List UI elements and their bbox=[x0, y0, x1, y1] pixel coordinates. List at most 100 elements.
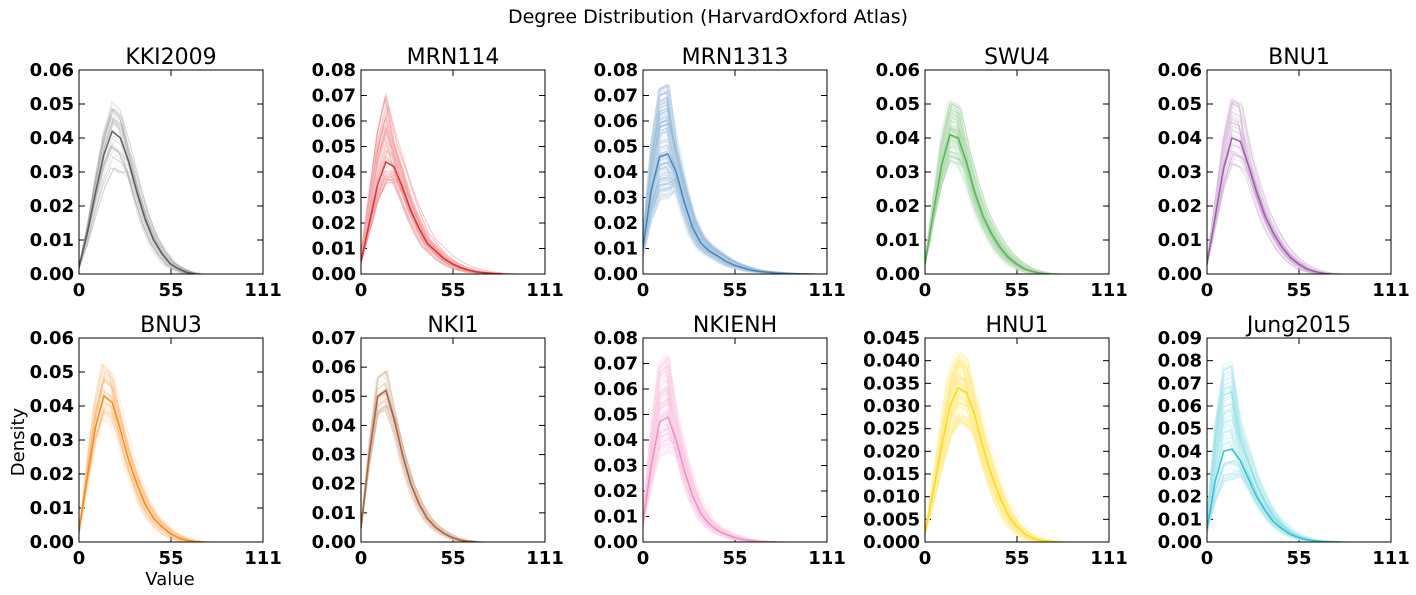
density-curve bbox=[925, 117, 1055, 274]
density-curve bbox=[643, 138, 823, 274]
density-curve bbox=[361, 404, 476, 542]
density-curve bbox=[79, 377, 202, 542]
density-curve bbox=[361, 391, 480, 542]
density-curve bbox=[925, 150, 1045, 274]
density-curve bbox=[925, 404, 1066, 542]
density-curve bbox=[925, 389, 1062, 542]
density-curve bbox=[361, 170, 498, 274]
density-curve bbox=[925, 405, 1054, 542]
density-curve bbox=[1207, 435, 1334, 542]
curves-nkienh bbox=[643, 354, 789, 542]
density-curve bbox=[643, 367, 782, 542]
density-curve bbox=[925, 402, 1063, 542]
density-curve bbox=[925, 132, 1057, 274]
density-curve bbox=[925, 419, 1054, 542]
panel-title-swu4: SWU4 bbox=[984, 45, 1050, 70]
density-curve bbox=[925, 127, 1040, 274]
density-curve bbox=[643, 389, 784, 542]
density-curve bbox=[925, 401, 1056, 542]
density-curve bbox=[361, 124, 492, 274]
density-curve bbox=[79, 365, 204, 542]
density-curve bbox=[361, 181, 499, 274]
density-curve bbox=[79, 412, 200, 542]
density-curve bbox=[925, 126, 1054, 274]
density-curve bbox=[925, 390, 1064, 542]
density-curve bbox=[925, 366, 1052, 542]
density-curve bbox=[643, 156, 799, 274]
x-tick-label: 111 bbox=[244, 548, 282, 569]
y-tick-label: 0.020 bbox=[863, 441, 920, 462]
density-curve bbox=[643, 431, 784, 542]
y-tick-label: 0.04 bbox=[594, 430, 638, 451]
density-curve bbox=[1207, 365, 1340, 542]
density-curve bbox=[643, 161, 796, 274]
density-curve bbox=[925, 352, 1065, 542]
y-tick-label: 0.07 bbox=[1158, 373, 1202, 394]
density-curve bbox=[1207, 118, 1326, 274]
x-tick-label: 55 bbox=[440, 280, 465, 301]
density-curve bbox=[79, 363, 194, 542]
density-curve bbox=[361, 396, 472, 542]
y-tick-label: 0.08 bbox=[594, 60, 638, 81]
density-curve bbox=[79, 380, 205, 542]
density-curve bbox=[79, 407, 202, 542]
density-curve bbox=[1207, 417, 1347, 542]
density-curve bbox=[925, 158, 1045, 274]
panel-title-mrn114: MRN114 bbox=[407, 45, 500, 70]
y-tick-label: 0.03 bbox=[594, 188, 638, 209]
density-curve bbox=[79, 167, 204, 274]
density-curve bbox=[925, 161, 1049, 274]
density-curve bbox=[925, 376, 1054, 542]
density-curve bbox=[925, 389, 1064, 542]
density-curve bbox=[925, 363, 1061, 542]
y-tick-label: 0.07 bbox=[312, 328, 356, 349]
density-curve bbox=[643, 393, 786, 542]
density-curve bbox=[643, 363, 783, 542]
density-curve bbox=[925, 414, 1053, 542]
x-tick-label: 111 bbox=[808, 280, 846, 301]
density-curve bbox=[79, 394, 192, 542]
x-tick-label: 55 bbox=[1004, 280, 1029, 301]
density-curve bbox=[925, 352, 1058, 542]
density-curve bbox=[643, 426, 769, 542]
density-curve bbox=[79, 386, 211, 542]
density-curve bbox=[925, 140, 1046, 274]
density-curve bbox=[643, 385, 769, 542]
density-curve bbox=[925, 112, 1052, 274]
axes-frame bbox=[1206, 337, 1392, 543]
panel-title-hnu1: HNU1 bbox=[985, 313, 1048, 338]
y-tick-label: 0.04 bbox=[30, 128, 74, 149]
density-curve bbox=[925, 421, 1053, 542]
density-curve bbox=[925, 115, 1053, 274]
density-curve bbox=[925, 132, 1062, 274]
density-curve bbox=[1207, 461, 1329, 542]
density-curve bbox=[79, 372, 191, 542]
density-curve bbox=[643, 116, 821, 274]
density-curve bbox=[925, 360, 1059, 542]
density-curve bbox=[925, 358, 1060, 542]
density-curve bbox=[79, 153, 202, 274]
density-curve bbox=[1207, 445, 1331, 542]
density-curve bbox=[925, 388, 1048, 542]
density-curve bbox=[643, 167, 798, 274]
y-tick-label: 0.08 bbox=[1158, 351, 1202, 372]
density-curve bbox=[1207, 152, 1327, 274]
y-tick-label: 0.00 bbox=[594, 532, 638, 553]
y-tick-label: 0.06 bbox=[876, 60, 920, 81]
x-tick-label: 0 bbox=[1201, 548, 1214, 569]
x-axis-label: Value bbox=[145, 569, 194, 590]
y-tick-label: 0.04 bbox=[312, 162, 356, 183]
y-tick-label: 0.08 bbox=[312, 60, 356, 81]
x-tick-label: 55 bbox=[1004, 548, 1029, 569]
density-curve bbox=[361, 171, 511, 274]
y-tick-label: 0.03 bbox=[594, 456, 638, 477]
density-curve bbox=[79, 108, 198, 274]
density-curve bbox=[643, 130, 818, 274]
density-curve bbox=[643, 186, 795, 274]
density-curve bbox=[925, 391, 1067, 542]
density-curve bbox=[361, 369, 473, 542]
y-tick-label: 0.015 bbox=[863, 464, 920, 485]
y-tick-label: 0.045 bbox=[863, 328, 920, 349]
density-curve bbox=[643, 383, 780, 542]
